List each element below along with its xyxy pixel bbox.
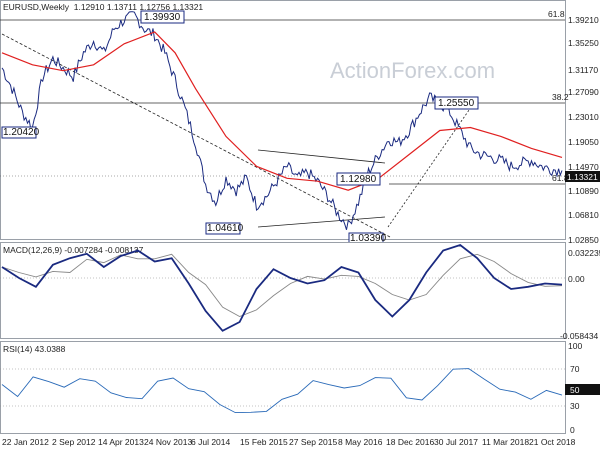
fib-618-label: 61.8 [548,9,565,19]
high-label-2018: 1.25550 [434,96,479,110]
rsi-panel: RSI(14) 43.0388 100 70 50 30 0 [0,341,600,435]
macd-title: MACD(12,26,9) -0.007284 -0.008137 [3,245,144,255]
y-tick: 1.35250 [568,38,599,48]
rsi-y-tick-0: 0 [570,425,575,435]
svg-text:1.12980: 1.12980 [340,174,377,185]
x-tick: 6 Jul 2014 [191,437,230,447]
x-tick: 14 Apr 2013 [98,437,144,447]
x-tick: 30 Jul 2017 [434,437,478,447]
rsi-y-tick-100: 100 [568,341,582,351]
rsi-title: RSI(14) 43.0388 [3,344,66,354]
last-price-box [565,171,600,182]
x-tick: 18 Dec 2016 [386,437,434,447]
x-tick: 22 Jan 2012 [2,437,49,447]
y-tick: 1.27090 [568,87,599,97]
rsi-y-tick-70: 70 [570,364,580,374]
svg-text:1.20420: 1.20420 [3,127,40,138]
last-price-label: 1.13321 [567,172,598,182]
x-axis: 22 Jan 2012 2 Sep 2012 14 Apr 2013 24 No… [2,437,576,447]
svg-text:1.03390: 1.03390 [350,233,387,244]
rsi-y-tick-30: 30 [570,401,580,411]
y-tick: 1.39210 [568,15,599,25]
price-panel: EURUSD,Weekly 1.12910 1.13711 1.12756 1.… [0,0,600,245]
macd-y-tick-top: 0.032235 [568,248,600,258]
watermark: ActionForex.com [330,58,495,83]
moving-average-line [1,31,563,191]
y-tick: 1.14970 [568,162,599,172]
fib-382-label: 38.2 [552,92,569,102]
y-tick: 1.10890 [568,186,599,196]
price-line [1,11,563,230]
y-tick: 1.31170 [568,65,598,75]
y-tick: 1.02850 [568,235,599,245]
macd-panel: MACD(12,26,9) -0.007284 -0.008137 0.0322… [0,242,600,341]
price-panel-title: EURUSD,Weekly 1.12910 1.13711 1.12756 1.… [3,2,203,12]
upper-triangle-line [257,149,386,164]
macd-y-tick-zero: 0.00 [568,274,585,284]
rsi-panel-frame [0,341,566,434]
svg-text:1.39930: 1.39930 [144,12,181,23]
low-label-2015: 1.04610 [205,222,244,235]
svg-text:1.04610: 1.04610 [207,223,244,234]
rsi-last-box [565,384,600,395]
y-tick: 1.19050 [568,137,599,147]
x-tick: 21 Oct 2018 [529,437,576,447]
macd-line [1,243,563,332]
fib-618-lower-label: 61.8 [552,173,569,183]
x-tick: 2 Sep 2012 [52,437,96,447]
x-tick: 27 Sep 2015 [289,437,337,447]
y-tick: 1.06810 [568,210,599,220]
mid-label-2016: 1.12980 [336,172,381,186]
macd-panel-frame [0,242,566,339]
rsi-line [1,368,563,414]
rise-trendline [387,99,477,228]
y-tick: 1.23010 [568,112,599,122]
svg-text:1.25550: 1.25550 [438,98,475,109]
price-panel-frame [0,0,566,240]
x-tick: 11 Mar 2018 [482,437,529,447]
dashed-trendline [1,33,391,238]
macd-y-tick-bottom: -0.058434 [560,331,599,341]
lower-triangle-line [257,216,386,228]
x-tick: 24 Nov 2013 [144,437,192,447]
x-tick: 15 Feb 2015 [240,437,288,447]
high-label-2014: 1.39930 [140,10,185,24]
low-label-2012: 1.20420 [1,126,40,139]
rsi-y-tick-50: 50 [570,385,580,395]
x-tick: 8 May 2016 [338,437,383,447]
price-y-axis: 1.39210 1.35250 1.31170 1.27090 1.23010 … [565,15,600,245]
